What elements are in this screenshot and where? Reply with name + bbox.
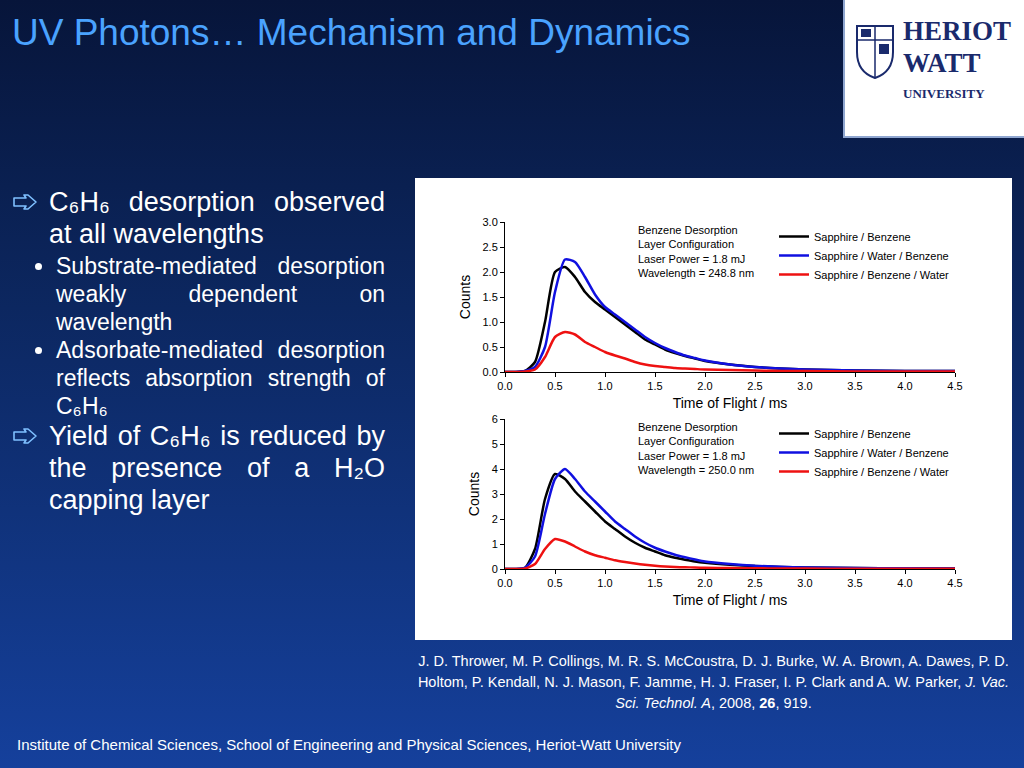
html-text:C₆H₆ desorption observed at al: C₆H₆ desorption observed at all waveleng… xyxy=(49,187,385,249)
svg-text:5: 5 xyxy=(492,438,498,450)
svg-text:Sapphire / Water / Benzene: Sapphire / Water / Benzene xyxy=(814,250,949,262)
svg-text:0: 0 xyxy=(492,563,498,575)
svg-text:4.5: 4.5 xyxy=(947,380,962,392)
svg-text:3.5: 3.5 xyxy=(847,380,862,392)
svg-text:Benzene DesorptionLayer Config: Benzene DesorptionLayer ConfigurationLas… xyxy=(638,224,754,279)
svg-text:1.0: 1.0 xyxy=(597,577,612,589)
svg-text:Sapphire / Benzene / Water: Sapphire / Benzene / Water xyxy=(814,269,949,281)
html-text:HERIOT: HERIOT xyxy=(903,16,1011,46)
svg-text:Time of Flight / ms: Time of Flight / ms xyxy=(673,395,788,411)
svg-text:2.5: 2.5 xyxy=(483,241,498,253)
svg-text:4.0: 4.0 xyxy=(897,577,912,589)
svg-text:1.5: 1.5 xyxy=(483,291,498,303)
svg-text:4.5: 4.5 xyxy=(947,577,962,589)
svg-text:Sapphire / Water / Benzene: Sapphire / Water / Benzene xyxy=(814,447,949,459)
svg-text:Sapphire / Benzene / Water: Sapphire / Benzene / Water xyxy=(814,466,949,478)
svg-text:2.5: 2.5 xyxy=(747,577,762,589)
html-text:J. D. Thrower, M. P. Collings,: J. D. Thrower, M. P. Collings, M. R. S. … xyxy=(417,653,1010,711)
svg-text:6: 6 xyxy=(492,413,498,425)
svg-text:Time of Flight / ms: Time of Flight / ms xyxy=(673,592,788,608)
svg-text:0.5: 0.5 xyxy=(547,577,562,589)
svg-text:1.0: 1.0 xyxy=(483,316,498,328)
svg-text:1.0: 1.0 xyxy=(597,380,612,392)
svg-text:0.5: 0.5 xyxy=(483,341,498,353)
html-text:Institute of Chemical Sciences: Institute of Chemical Sciences, School o… xyxy=(17,736,681,753)
html-text:WATT: WATT xyxy=(903,48,981,78)
svg-text:Sapphire / Benzene: Sapphire / Benzene xyxy=(814,231,911,243)
svg-text:0.5: 0.5 xyxy=(547,380,562,392)
svg-text:4.0: 4.0 xyxy=(897,380,912,392)
svg-text:Counts: Counts xyxy=(457,275,473,319)
svg-text:Sapphire / Benzene: Sapphire / Benzene xyxy=(814,428,911,440)
svg-text:1.5: 1.5 xyxy=(647,380,662,392)
html-text:Yield of C₆H₆ is reduced by th: Yield of C₆H₆ is reduced by the presence… xyxy=(49,421,385,515)
svg-text:0.0: 0.0 xyxy=(497,577,512,589)
svg-text:Benzene DesorptionLayer Config: Benzene DesorptionLayer ConfigurationLas… xyxy=(638,421,754,476)
html-text:Substrate-mediated desorption: Substrate-mediated desorption weakly dep… xyxy=(56,253,385,335)
svg-text:1: 1 xyxy=(492,538,498,550)
svg-text:3.0: 3.0 xyxy=(797,380,812,392)
svg-text:1.5: 1.5 xyxy=(647,577,662,589)
svg-text:Counts: Counts xyxy=(466,472,482,516)
svg-text:3.5: 3.5 xyxy=(847,577,862,589)
svg-text:3: 3 xyxy=(492,488,498,500)
svg-text:3.0: 3.0 xyxy=(797,577,812,589)
svg-text:2.0: 2.0 xyxy=(697,577,712,589)
html-text:Adsorbate-mediated desorption: Adsorbate-mediated desorption reflects a… xyxy=(56,337,385,419)
svg-text:2.0: 2.0 xyxy=(697,380,712,392)
html-text:UNIVERSITY: UNIVERSITY xyxy=(903,86,985,101)
html-text:UV Photons… Mechanism and Dyna: UV Photons… Mechanism and Dynamics xyxy=(12,12,691,53)
svg-text:0.0: 0.0 xyxy=(497,380,512,392)
svg-text:0.0: 0.0 xyxy=(483,366,498,378)
svg-text:4: 4 xyxy=(492,463,498,475)
svg-text:2.5: 2.5 xyxy=(747,380,762,392)
svg-text:2: 2 xyxy=(492,513,498,525)
svg-text:3.0: 3.0 xyxy=(483,216,498,228)
svg-text:2.0: 2.0 xyxy=(483,266,498,278)
